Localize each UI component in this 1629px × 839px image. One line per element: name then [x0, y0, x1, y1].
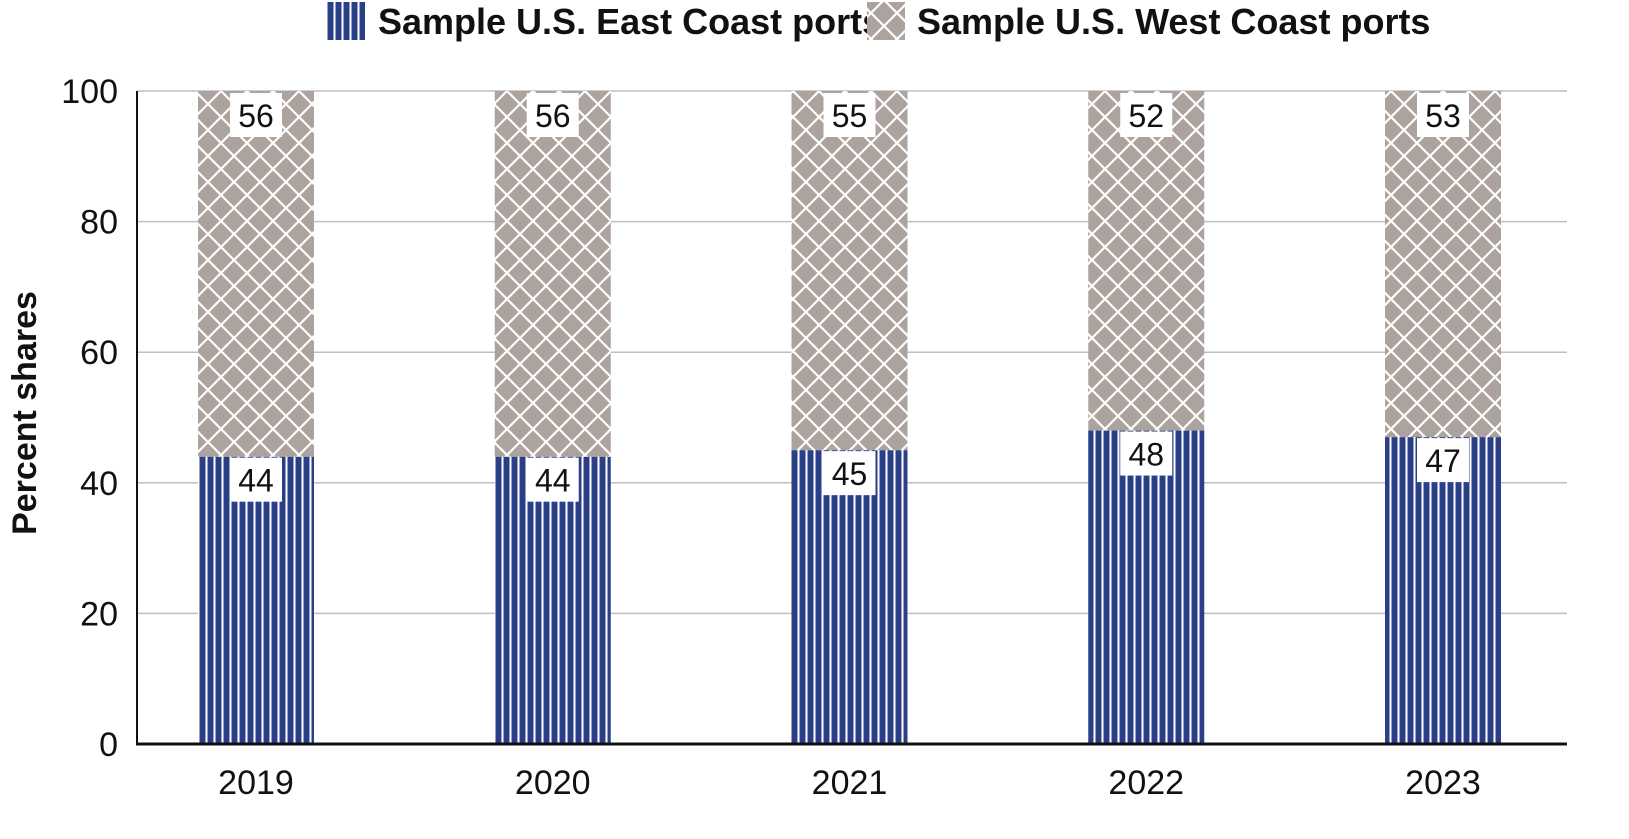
data-label-east-2023: 47 — [1425, 443, 1461, 479]
y-axis-ticks: 0 20 40 60 80 100 — [61, 73, 118, 764]
data-label-box-west-2019 — [230, 93, 282, 137]
legend-label-1: Sample U.S. East Coast ports — [378, 1, 882, 42]
data-label-box-west-2022 — [1120, 93, 1173, 137]
x-tick-label-2023: 2023 — [1405, 764, 1481, 802]
data-label-box-east-2022 — [1120, 431, 1173, 476]
legend-label-2: Sample U.S. West Coast ports — [917, 1, 1430, 42]
data-label-west-2021: 55 — [832, 98, 868, 134]
bar-west-2022 — [1088, 91, 1205, 431]
y-tick-label-40: 40 — [80, 465, 118, 503]
x-axis-ticks: 2019 2020 2021 2022 2023 — [218, 764, 1481, 802]
legend-swatch-2 — [867, 2, 905, 40]
x-tick-label-2020: 2020 — [515, 764, 591, 802]
data-label-west-2019: 56 — [238, 98, 274, 134]
bar-west-2019 — [198, 91, 314, 457]
data-label-east-2022: 48 — [1128, 437, 1164, 473]
bar-west-2021 — [791, 91, 908, 451]
y-tick-label-60: 60 — [80, 334, 118, 372]
data-label-east-2020: 44 — [535, 463, 571, 499]
data-label-box-west-2021 — [823, 93, 876, 137]
data-label-box-east-2023 — [1417, 438, 1469, 483]
bar-east-2021 — [791, 450, 908, 744]
axes — [136, 91, 1567, 746]
x-tick-label-2021: 2021 — [812, 764, 888, 802]
data-label-west-2020: 56 — [535, 98, 571, 134]
bars-group — [198, 91, 1501, 744]
legend-swatch-1 — [327, 2, 365, 40]
bar-east-2023 — [1385, 437, 1501, 744]
bar-east-2022 — [1088, 430, 1205, 744]
data-labels: 44 56 44 56 45 55 48 52 47 53 — [230, 93, 1469, 502]
data-label-west-2023: 53 — [1425, 98, 1461, 134]
data-label-east-2021: 45 — [832, 456, 868, 492]
bar-west-2020 — [494, 91, 611, 457]
y-axis-title-group: Percent shares — [6, 291, 44, 535]
chart-legend: Sample U.S. East Coast ports Sample U.S. … — [327, 1, 1430, 42]
data-label-west-2022: 52 — [1128, 98, 1164, 134]
data-label-box-west-2023 — [1417, 93, 1469, 137]
data-label-box-east-2021 — [823, 451, 876, 496]
y-axis-title: Percent shares — [6, 291, 44, 535]
bar-east-2020 — [494, 456, 611, 744]
y-tick-label-0: 0 — [99, 726, 118, 764]
data-label-box-east-2020 — [526, 457, 579, 502]
x-tick-label-2019: 2019 — [218, 764, 294, 802]
y-tick-label-80: 80 — [80, 204, 118, 242]
data-label-box-east-2019 — [230, 457, 282, 502]
y-tick-label-20: 20 — [80, 595, 118, 633]
x-tick-label-2022: 2022 — [1108, 764, 1184, 802]
y-tick-label-100: 100 — [61, 73, 118, 111]
data-label-box-west-2020 — [526, 93, 579, 137]
data-label-east-2019: 44 — [238, 463, 274, 499]
bar-west-2023 — [1385, 91, 1501, 438]
bar-east-2019 — [198, 456, 314, 744]
